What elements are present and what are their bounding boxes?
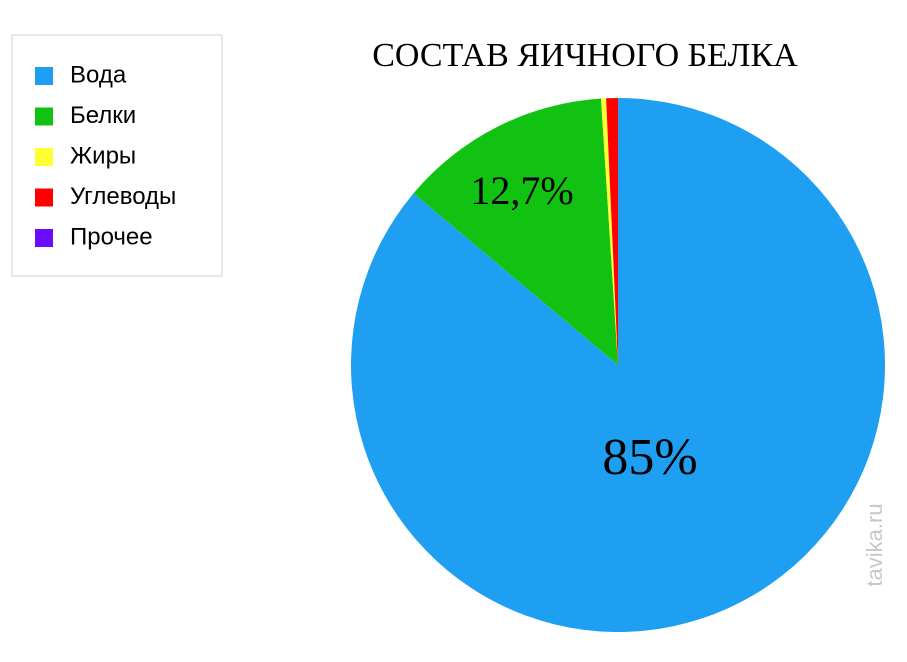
legend-label: Вода — [70, 61, 127, 88]
legend-label: Белки — [70, 102, 136, 129]
legend-label: Жиры — [70, 142, 136, 169]
chart-title: СОСТАВ ЯИЧНОГО БЕЛКА — [372, 37, 798, 74]
pie-slice — [351, 98, 886, 632]
value-label: 85% — [602, 429, 697, 486]
pie-slice — [601, 98, 618, 366]
value-label: 12,7% — [470, 168, 573, 213]
legend-swatch — [35, 188, 53, 207]
legend-swatch — [35, 67, 53, 85]
legend-label: Прочее — [70, 223, 153, 250]
watermark: tavika.ru — [862, 503, 887, 586]
legend-label: Углеводы — [70, 183, 176, 210]
pie-slice — [413, 98, 618, 365]
legend-swatch — [35, 148, 53, 166]
legend-swatch — [35, 107, 53, 126]
pie-slice — [606, 98, 618, 365]
legend-swatch — [35, 229, 53, 247]
